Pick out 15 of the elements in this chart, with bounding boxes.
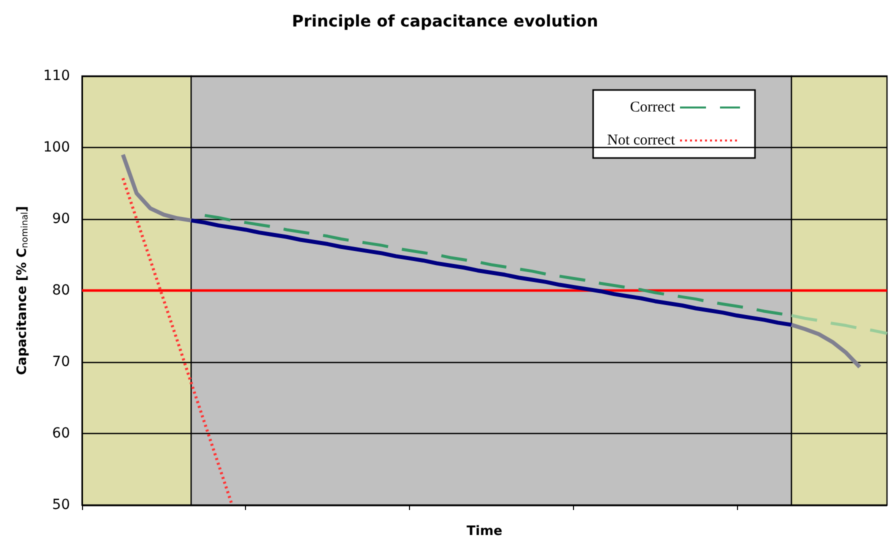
legend-label: Not correct xyxy=(607,132,676,148)
x-axis-title: Time xyxy=(466,524,503,539)
chart-title: Principle of capacitance evolution xyxy=(292,12,598,30)
line-series xyxy=(789,322,862,370)
y-axis-title: Capacitance [% Cnominal] xyxy=(15,206,30,376)
y-tick-label: 100 xyxy=(43,140,70,156)
y-tick-label: 110 xyxy=(43,68,70,84)
y-tick-label: 50 xyxy=(52,497,70,513)
y-tick-label: 90 xyxy=(52,211,70,227)
y-tick-label: 70 xyxy=(52,354,70,370)
legend-label: Correct xyxy=(630,100,676,116)
line-series xyxy=(120,152,194,222)
y-tick-label: 80 xyxy=(52,282,70,298)
y-tick-label: 60 xyxy=(52,426,70,442)
line-series xyxy=(790,314,888,335)
